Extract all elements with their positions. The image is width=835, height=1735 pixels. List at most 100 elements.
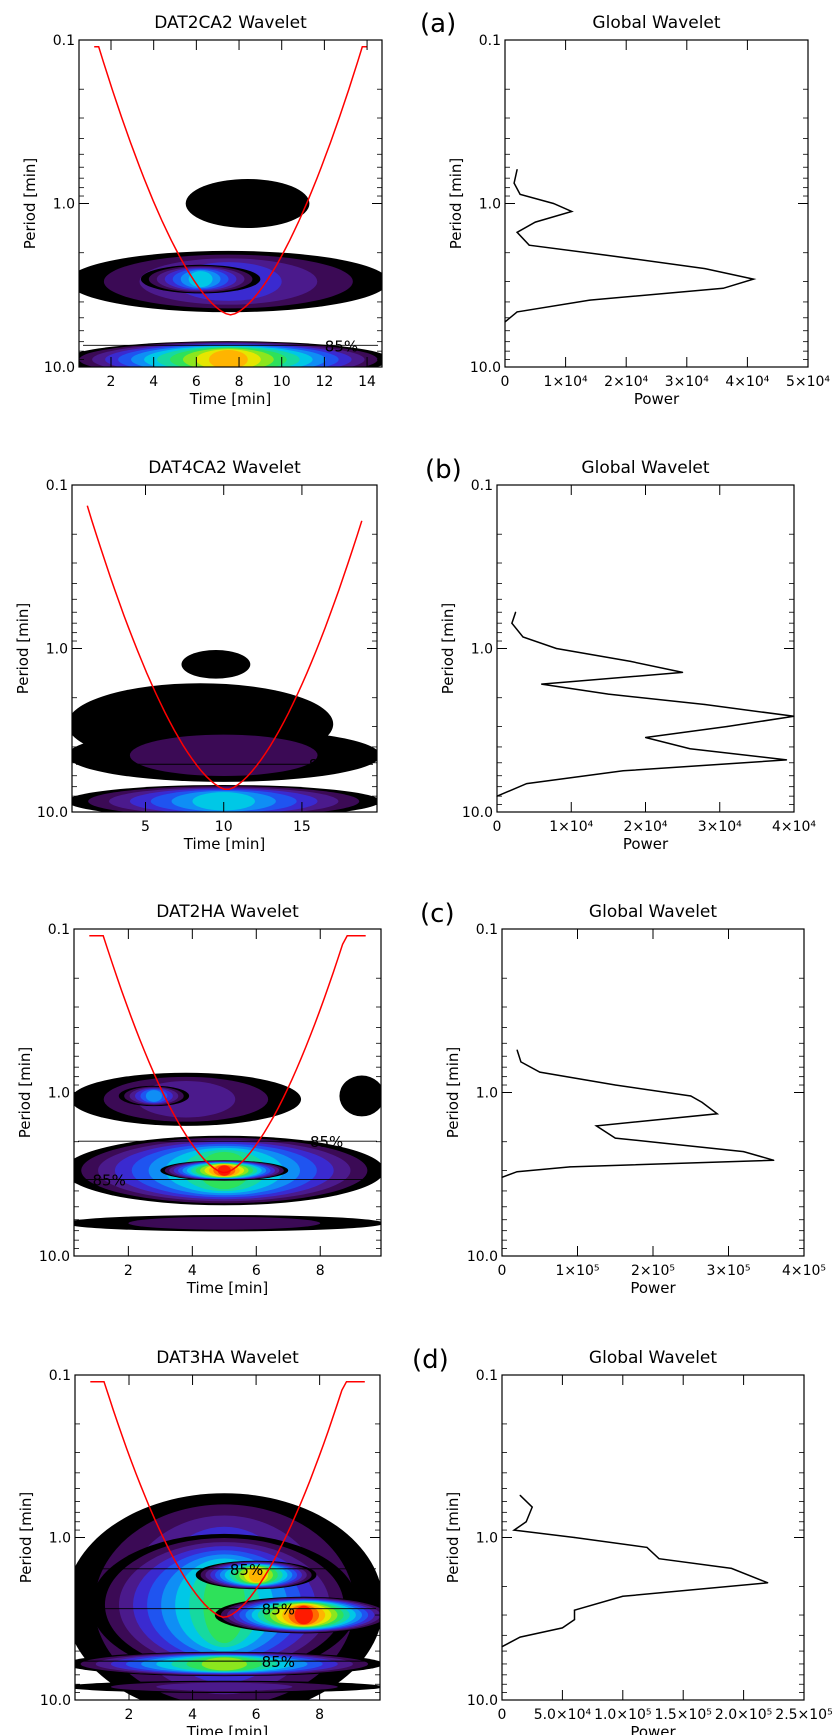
y-axis-label: Period [min] (21, 158, 39, 250)
contour-band (129, 734, 318, 777)
x-tick-label: 2×10⁴ (623, 819, 667, 835)
x-tick-label: 2.5×10⁵ (775, 1707, 832, 1723)
x-tick-label: 1×10⁴ (544, 374, 588, 390)
y-tick-label: 1.0 (479, 197, 501, 213)
global-power-point (516, 1171, 518, 1173)
y-tick-label: 0.1 (476, 922, 498, 938)
wavelet-power-plot: 85% 85% DAT2HA Wavelet 0.1 1.0 10.0 2 4 6 8 Time [… (16, 902, 382, 1297)
global-power-point (534, 221, 536, 223)
global-power-point (646, 1546, 648, 1548)
contour-band (208, 350, 248, 367)
plot-title: Global Wavelet (581, 458, 709, 478)
x-tick-label: 10 (273, 374, 291, 390)
x-tick-label: 14 (358, 374, 376, 390)
x-tick-label: 3×10⁴ (665, 374, 709, 390)
global-power-point (571, 210, 573, 213)
global-power-point (540, 683, 543, 685)
global-power-point (658, 1558, 660, 1560)
global-power-point (752, 278, 755, 280)
global-power-point (539, 1071, 541, 1073)
wavelet-power-plot: 85% DAT2CA2 Wavelet 0.1 1.0 10.0 2 4 6 8 10 12 14 Ti… (21, 13, 383, 408)
global-power-point (516, 168, 518, 171)
x-tick-label: 0 (498, 1263, 507, 1279)
x-tick-label: 5×10⁴ (786, 374, 830, 390)
significance-label: 85% (310, 1133, 343, 1151)
global-wavelet-plot: Global Wavelet 0.1 1.0 10.00 1×10⁵ 2×10⁵ 3×10⁵… (444, 902, 826, 1297)
cone-of-influence-line (89, 935, 366, 1174)
global-power-point (519, 1636, 521, 1638)
significance-label: 85% (262, 1601, 295, 1619)
significance-label: 85% (230, 1561, 263, 1579)
x-tick-label: 15 (293, 819, 311, 835)
plot-title: DAT4CA2 Wavelet (148, 458, 301, 478)
global-power-point (622, 770, 624, 772)
global-power-point (531, 1506, 533, 1508)
global-power-point (743, 1151, 745, 1153)
contour-band (128, 1216, 321, 1230)
global-power-point (622, 1595, 624, 1597)
x-tick-label: 4×10⁴ (772, 819, 816, 835)
y-tick-label: 0.1 (479, 33, 501, 49)
panel-b: (b) 85% DAT4CA2 Wavelet 0.1 1.0 10.0 5 10 15 Time… (14, 455, 816, 853)
x-tick-label: 12 (315, 374, 333, 390)
global-power-point (555, 647, 558, 650)
x-tick-label: 8 (316, 1263, 325, 1279)
global-wavelet-plot: Global Wavelet 0.1 1.0 10.00 1×10⁴ 2×10⁴ 3×10⁴… (439, 458, 816, 853)
x-axis-label: Time [min] (183, 835, 265, 853)
wavelet-power-plot: 85% 85% 85% DAT3HA Wavelet 0.1 1.0 10.0 2 4 6 8 Tim… (17, 1348, 381, 1735)
y-tick-label: 10.0 (467, 1693, 498, 1709)
y-axis-label: Period [min] (17, 1492, 35, 1584)
plot-frame (501, 1374, 805, 1701)
global-power-point (607, 693, 609, 695)
global-wavelet-plot: Global Wavelet 0.1 1.0 10.00 5.0×10⁴ 1.0×10⁵ 1… (444, 1348, 833, 1735)
x-tick-label: 4 (188, 1707, 197, 1723)
panel-label: (d) (412, 1345, 449, 1375)
x-tick-label: 1×10⁴ (549, 819, 593, 835)
global-power-point (773, 1159, 775, 1161)
global-power-point (614, 1084, 616, 1086)
x-tick-label: 0 (493, 819, 502, 835)
x-tick-label: 2×10⁴ (604, 374, 648, 390)
wavelet-contours (75, 1493, 380, 1700)
global-power-point (630, 660, 632, 663)
x-tick-label: 5.0×10⁴ (534, 1707, 592, 1723)
global-power-point (701, 1101, 703, 1104)
global-power-point (516, 311, 518, 313)
global-power-point (644, 736, 647, 739)
x-axis-label: Time [min] (189, 390, 271, 408)
y-tick-label: 0.1 (49, 1368, 71, 1384)
x-tick-label: 6 (252, 1707, 261, 1723)
global-power-point (511, 622, 513, 624)
y-tick-label: 1.0 (476, 1531, 498, 1547)
global-power-point (520, 1061, 522, 1063)
global-power-point (573, 1618, 576, 1621)
contour-band (339, 1075, 381, 1117)
y-axis-label: Period [min] (439, 603, 457, 695)
wavelet-contours (72, 650, 377, 812)
x-tick-label: 2×10⁵ (631, 1263, 675, 1279)
x-tick-label: 2 (107, 374, 116, 390)
global-power-line (501, 1049, 775, 1179)
global-power-point (767, 1582, 769, 1584)
x-tick-label: 0 (498, 1707, 507, 1723)
y-tick-label: 1.0 (53, 197, 75, 213)
contour-band (201, 1657, 248, 1671)
panel-label: (a) (420, 9, 456, 39)
x-tick-label: 3×10⁵ (706, 1263, 750, 1279)
y-axis-label: Period [min] (444, 1047, 462, 1139)
x-tick-label: 3×10⁴ (698, 819, 742, 835)
global-power-point (614, 1137, 616, 1139)
y-tick-label: 10.0 (40, 1693, 71, 1709)
global-power-point (513, 1529, 515, 1531)
x-tick-label: 10 (215, 819, 233, 835)
significance-label: 85% (309, 756, 342, 774)
y-tick-label: 1.0 (46, 642, 68, 658)
y-tick-label: 0.1 (471, 478, 493, 494)
x-tick-label: 6 (252, 1263, 261, 1279)
global-power-point (613, 255, 615, 257)
global-power-line (501, 1494, 769, 1648)
wavelet-contours (74, 1072, 381, 1232)
global-power-point (785, 759, 788, 761)
plot-title: DAT3HA Wavelet (156, 1348, 299, 1368)
y-tick-label: 10.0 (39, 1249, 70, 1265)
